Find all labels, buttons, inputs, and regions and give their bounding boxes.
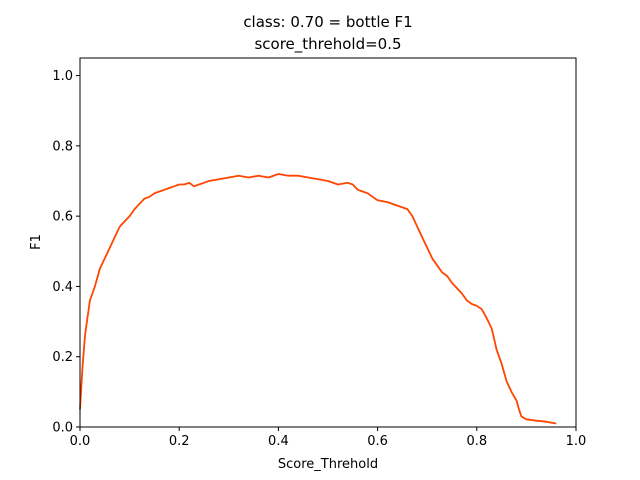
y-tick-label: 0.8 [52,139,73,154]
x-tick-label: 0.4 [268,434,289,449]
axes-frame [79,57,577,428]
x-tick-label: 0.2 [169,434,190,449]
x-tick-label: 0.6 [367,434,388,449]
y-axis-label: F1 [29,234,44,250]
x-axis-label: Score_Threhold [278,457,378,472]
x-tick-label: 0.0 [70,434,91,449]
y-tick-label: 0.2 [52,350,73,365]
y-tick-label: 0.0 [52,421,73,436]
chart-subtitle: score_threhold=0.5 [254,35,401,54]
y-tick-label: 1.0 [52,69,73,84]
chart-title: class: 0.70 = bottle F1 [243,13,412,31]
series-line-0 [79,173,557,425]
y-tick-label: 0.6 [52,210,73,225]
x-tick-label: 0.8 [466,434,487,449]
y-tick-label: 0.4 [52,280,73,295]
x-tick-label: 1.0 [566,434,587,449]
y-axis: 0.0 0.2 0.4 0.6 0.8 1.0 [52,69,80,436]
x-axis: 0.0 0.2 0.4 0.6 0.8 1.0 [70,427,587,449]
plot-area [79,173,557,425]
